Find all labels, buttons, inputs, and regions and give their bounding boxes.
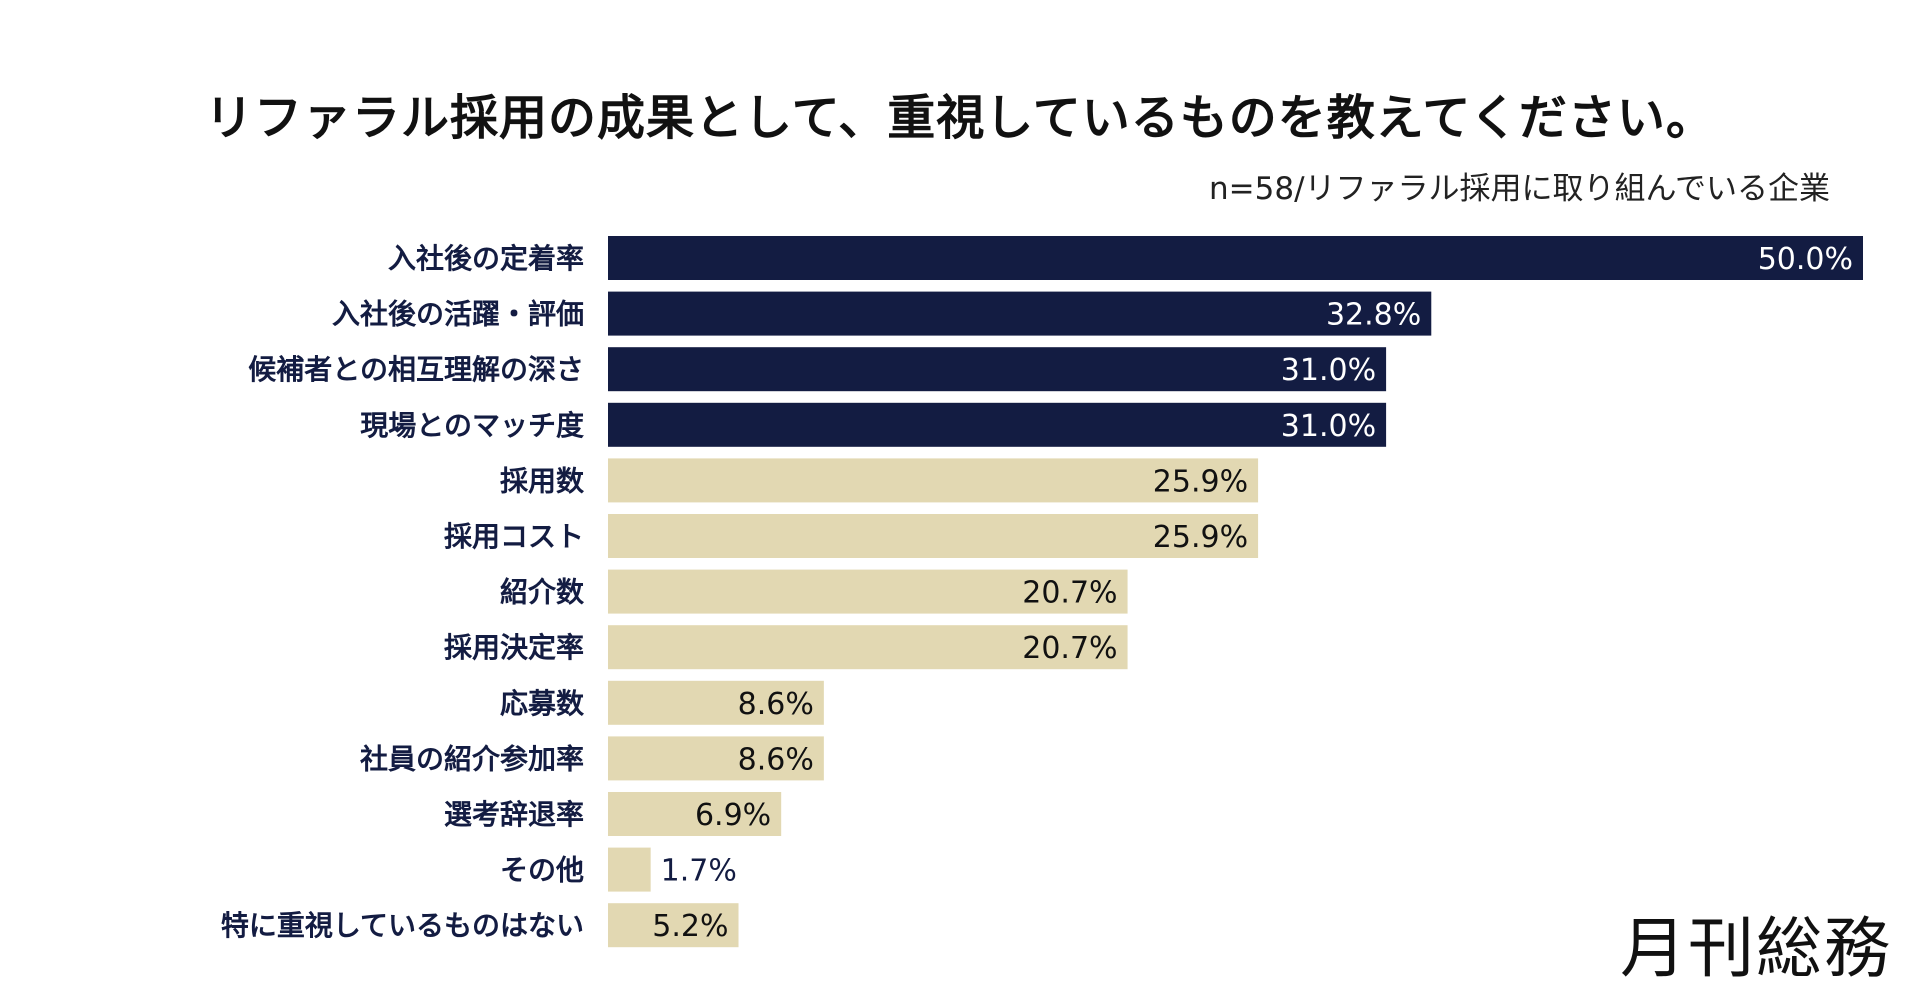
value-label: 50.0% [1758, 242, 1853, 277]
chart-title: リファラル採用の成果として、重視しているものを教えてください。 [205, 90, 1715, 146]
value-label: 8.6% [738, 687, 814, 722]
category-label: 入社後の活躍・評価 [332, 298, 584, 331]
value-label: 32.8% [1326, 298, 1421, 333]
value-label: 31.0% [1281, 409, 1376, 444]
category-label: 特に重視しているものはない [221, 909, 584, 942]
chart-subtitle: n=58/リファラル採用に取り組んでいる企業 [1209, 171, 1830, 207]
value-label: 25.9% [1153, 520, 1248, 555]
value-label: 1.7% [661, 854, 737, 889]
category-label: 採用決定率 [444, 631, 584, 664]
publisher-logo: 月刊総務 [1620, 910, 1892, 987]
bar [608, 847, 651, 892]
value-label: 20.7% [1022, 576, 1117, 611]
bar [608, 514, 1259, 558]
category-label: その他 [500, 854, 584, 887]
category-label: 採用数 [500, 464, 585, 497]
bar [608, 903, 739, 948]
category-label: 選考辞退率 [444, 798, 584, 831]
category-label: 入社後の定着率 [388, 242, 584, 275]
bar [608, 291, 1432, 336]
value-label: 31.0% [1281, 353, 1376, 388]
category-label: 紹介数 [500, 576, 585, 609]
bar [608, 736, 824, 781]
value-label: 5.2% [652, 909, 728, 944]
category-label: 候補者との相互理解の深さ [248, 353, 584, 386]
bar [608, 625, 1128, 670]
bar [608, 347, 1387, 392]
bar [608, 792, 782, 836]
category-label: 採用コスト [444, 520, 584, 553]
bar [608, 569, 1128, 614]
bar [608, 236, 1863, 280]
category-label: 現場とのマッチ度 [360, 409, 584, 442]
value-label: 25.9% [1153, 464, 1248, 499]
value-label: 6.9% [695, 798, 771, 833]
category-label: 社員の紹介参加率 [360, 742, 584, 775]
category-label: 応募数 [500, 687, 585, 720]
value-label: 20.7% [1022, 631, 1117, 666]
bar [608, 680, 824, 725]
bar [608, 458, 1259, 503]
value-label: 8.6% [738, 742, 814, 777]
bar [608, 402, 1387, 447]
